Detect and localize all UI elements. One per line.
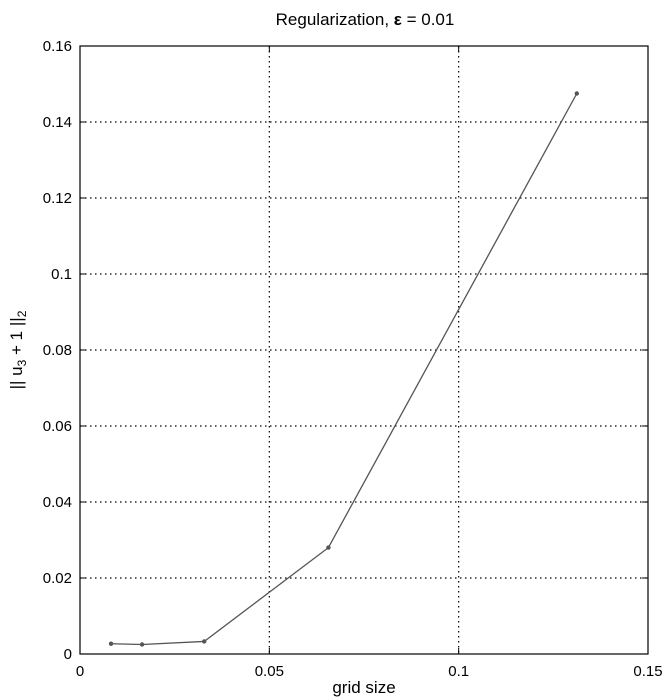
chart-title-symbol: ε: [394, 10, 402, 29]
y-tick-label: 0.1: [51, 266, 72, 283]
y-label-mid: + 1 ||: [7, 317, 26, 359]
grid: [80, 46, 648, 654]
y-label-sub2: 2: [15, 310, 29, 317]
x-tick-label: 0.15: [633, 663, 662, 680]
y-tick-label: 0.06: [43, 418, 72, 435]
x-tick-label: 0.1: [448, 663, 469, 680]
y-tick-label: 0.04: [43, 494, 72, 511]
x-tick-label: 0.05: [255, 663, 284, 680]
ticks: [79, 45, 649, 655]
y-tick-label: 0.08: [43, 342, 72, 359]
chart-title-suffix: = 0.01: [402, 10, 454, 29]
y-tick-label: 0.12: [43, 190, 72, 207]
data-point: [326, 545, 331, 550]
y-tick-label: 0.02: [43, 570, 72, 587]
series-group: [108, 91, 580, 647]
data-point: [139, 642, 145, 647]
y-tick-label: 0.16: [43, 38, 72, 55]
y-tick-label: 0.14: [43, 114, 72, 131]
x-axis-label: grid size: [332, 678, 395, 697]
y-label-sub: 3: [15, 359, 29, 366]
data-point: [574, 91, 580, 96]
tick-labels: 0 0.05 0.1 0.15 0 0.02 0.04 0.06 0.08 0.1 0.12 0.14…: [43, 38, 663, 680]
data-point: [108, 641, 114, 646]
y-axis-label: || u3 + 1 ||2: [7, 310, 29, 389]
y-label-open: || u: [7, 366, 26, 389]
chart-title: Regularization, ε = 0.01: [276, 10, 455, 29]
series-line: [111, 93, 578, 646]
chart-title-prefix: Regularization,: [276, 10, 394, 29]
y-tick-label: 0: [64, 646, 72, 663]
data-point: [202, 639, 207, 644]
x-tick-label: 0: [76, 663, 84, 680]
